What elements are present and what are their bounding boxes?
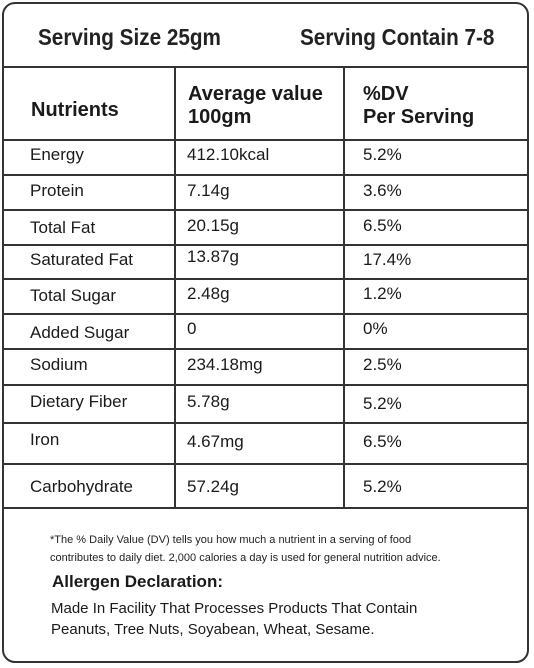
table-rule [4, 348, 527, 350]
nutrient-name: Protein [30, 181, 84, 200]
nutrient-name: Sodium [30, 355, 88, 374]
table-rule [4, 244, 527, 246]
nutrient-name: Energy [30, 145, 84, 164]
footnote-line1: *The % Daily Value (DV) tells you how mu… [50, 534, 412, 546]
nutrient-dv: 6.5% [363, 432, 402, 451]
nutrient-value: 5.78g [187, 392, 230, 411]
nutrient-name: Saturated Fat [30, 250, 134, 269]
table-rule [4, 313, 527, 315]
allergen-title: Allergen Declaration: [52, 572, 223, 591]
nutrient-value: 234.18mg [187, 355, 263, 374]
serving-contain: Serving Contain 7-8 [300, 24, 495, 50]
table-column-divider [174, 66, 176, 507]
header-dv-line1: %DV [363, 83, 409, 105]
nutrient-value: 0 [187, 319, 197, 338]
nutrient-dv: 5.2% [363, 394, 402, 413]
nutrition-label-card: Serving Size 25gm Serving Contain 7-8 Nu… [2, 2, 529, 663]
nutrient-name: Dietary Fiber [30, 392, 128, 411]
header-dv-line2: Per Serving [363, 106, 475, 128]
allergen-line2: Peanuts, Tree Nuts, Soyabean, Wheat, Ses… [51, 621, 375, 638]
nutrient-dv: 5.2% [363, 477, 402, 496]
header-nutrients: Nutrients [31, 99, 119, 121]
nutrient-value: 57.24g [187, 477, 239, 496]
nutrient-name: Total Sugar [30, 286, 116, 305]
footnote-line2: contributes to daily diet. 2,000 calorie… [50, 552, 441, 564]
table-rule [4, 139, 527, 141]
nutrient-dv: 6.5% [363, 216, 402, 235]
nutrient-value: 7.14g [187, 181, 230, 200]
nutrient-dv: 2.5% [363, 355, 402, 374]
header-average-line1: Average value [188, 83, 323, 105]
nutrient-value: 412.10kcal [187, 145, 270, 164]
nutrient-dv: 1.2% [363, 284, 402, 303]
nutrient-dv: 3.6% [363, 181, 402, 200]
table-rule [4, 278, 527, 280]
nutrient-name: Iron [30, 430, 60, 449]
table-rule [4, 507, 527, 509]
table-rule [4, 422, 527, 424]
table-rule [4, 384, 527, 386]
header-daily-value: %DV Per Serving [363, 83, 474, 129]
allergen-text: Made In Facility That Processes Products… [51, 598, 521, 640]
nutrient-dv: 5.2% [363, 145, 402, 164]
table-rule [4, 174, 527, 176]
nutrient-name: Total Fat [30, 218, 96, 237]
nutrient-value: 13.87g [187, 247, 239, 266]
nutrient-name: Added Sugar [30, 323, 130, 342]
nutrient-name: Carbohydrate [30, 477, 134, 496]
header-average-value: Average value 100gm [188, 83, 323, 129]
nutrient-value: 4.67mg [187, 432, 244, 451]
nutrient-dv: 17.4% [363, 250, 412, 269]
allergen-line1: Made In Facility That Processes Products… [51, 600, 418, 617]
table-rule [4, 209, 527, 211]
table-column-divider [343, 66, 345, 507]
nutrient-value: 2.48g [187, 284, 230, 303]
daily-value-footnote: *The % Daily Value (DV) tells you how mu… [50, 531, 510, 567]
table-rule [4, 66, 527, 68]
serving-size: Serving Size 25gm [38, 24, 221, 50]
nutrient-value: 20.15g [187, 216, 239, 235]
nutrient-dv: 0% [363, 319, 388, 338]
table-rule [4, 463, 527, 465]
header-average-line2: 100gm [188, 106, 252, 128]
